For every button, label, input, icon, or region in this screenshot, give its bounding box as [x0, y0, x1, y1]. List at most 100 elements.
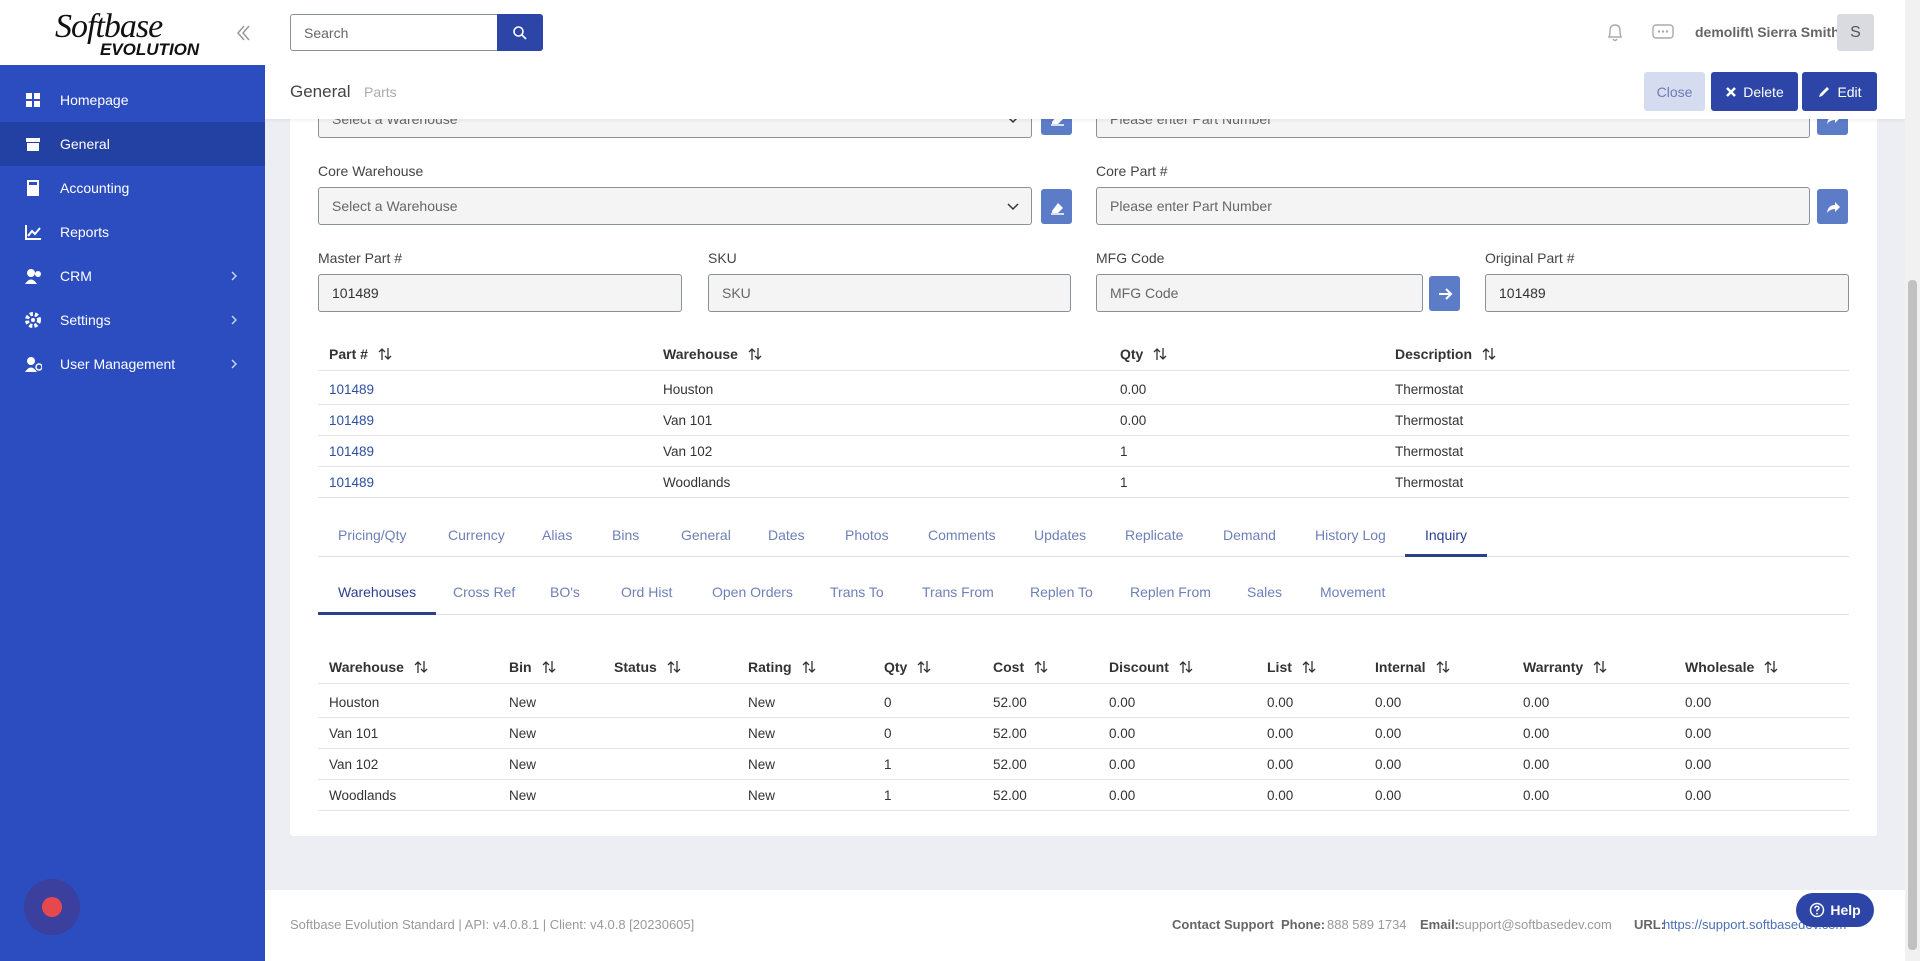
breadcrumb-parent[interactable]: Parts: [364, 84, 397, 100]
nav-item[interactable]: Settings: [0, 298, 265, 342]
sort-icon[interactable]: [542, 660, 556, 674]
scrollbar-thumb[interactable]: [1908, 280, 1917, 950]
table-rule: [318, 435, 1849, 436]
tab[interactable]: Sales: [1247, 584, 1283, 600]
tab[interactable]: Comments: [928, 527, 996, 543]
tab[interactable]: Movement: [1320, 584, 1386, 600]
sort-icon[interactable]: [414, 660, 428, 674]
user-name[interactable]: demolift\ Sierra Smith: [1695, 24, 1840, 40]
table-rule: [318, 748, 1849, 749]
column-header[interactable]: Warranty: [1523, 659, 1584, 675]
tab[interactable]: Dates: [768, 527, 805, 543]
sort-icon[interactable]: [1593, 660, 1607, 674]
help-button[interactable]: Help: [1796, 893, 1874, 927]
tab[interactable]: Ord Hist: [621, 584, 673, 600]
column-header[interactable]: Warehouse: [329, 659, 404, 675]
tab[interactable]: Inquiry: [1425, 527, 1468, 543]
bell-icon[interactable]: [1605, 22, 1625, 44]
nav-item[interactable]: General: [0, 122, 265, 166]
tab[interactable]: Replicate: [1125, 527, 1184, 543]
tab[interactable]: General: [681, 527, 731, 543]
nav-item[interactable]: Reports: [0, 210, 265, 254]
record-button[interactable]: [24, 879, 80, 935]
mfg-code-input[interactable]: MFG Code: [1096, 274, 1423, 312]
original-part-input[interactable]: 101489: [1485, 274, 1849, 312]
sort-icon[interactable]: [748, 347, 762, 361]
core-warehouse-select[interactable]: Select a Warehouse: [318, 187, 1032, 225]
tab[interactable]: Cross Ref: [453, 584, 516, 600]
nav-item[interactable]: Accounting: [0, 166, 265, 210]
tab[interactable]: Open Orders: [712, 584, 793, 600]
column-header[interactable]: Qty: [1120, 346, 1144, 362]
table-cell: 52.00: [993, 788, 1027, 803]
header: Search demolift\ Sierra Smith S: [265, 0, 1905, 66]
delete-button[interactable]: Delete: [1711, 72, 1798, 111]
tab[interactable]: History Log: [1315, 527, 1386, 543]
tab[interactable]: Replen From: [1130, 584, 1211, 600]
sort-icon[interactable]: [1482, 347, 1496, 361]
tab[interactable]: Pricing/Qty: [338, 527, 407, 543]
column-header[interactable]: Qty: [884, 659, 908, 675]
original-part-input-text: 101489: [1499, 285, 1546, 301]
email[interactable]: support@softbasedev.com: [1458, 917, 1612, 932]
sort-icon[interactable]: [1764, 660, 1778, 674]
tab[interactable]: Warehouses: [338, 584, 417, 600]
tab[interactable]: Currency: [448, 527, 505, 543]
tab[interactable]: Bins: [612, 527, 640, 543]
tab[interactable]: Replen To: [1030, 584, 1093, 600]
sort-icon[interactable]: [1153, 347, 1167, 361]
nav-item[interactable]: CRM: [0, 254, 265, 298]
tab[interactable]: Updates: [1034, 527, 1087, 543]
column-header[interactable]: Internal: [1375, 659, 1426, 675]
column-header[interactable]: List: [1267, 659, 1292, 675]
column-header[interactable]: Cost: [993, 659, 1025, 675]
table-cell[interactable]: 101489: [329, 413, 375, 428]
tab[interactable]: Trans To: [830, 584, 884, 600]
table-cell[interactable]: 101489: [329, 382, 375, 397]
collapse-icon[interactable]: [236, 24, 250, 42]
sort-icon[interactable]: [1302, 660, 1316, 674]
table-cell[interactable]: 101489: [329, 475, 375, 490]
table-cell: 0.00: [1523, 726, 1550, 741]
column-header[interactable]: Warehouse: [663, 346, 738, 362]
column-header[interactable]: Bin: [509, 659, 532, 675]
tab[interactable]: Demand: [1223, 527, 1276, 543]
table-cell: 0.00: [1375, 726, 1402, 741]
tab[interactable]: Trans From: [922, 584, 994, 600]
master-part-input[interactable]: 101489: [318, 274, 682, 312]
nav-item[interactable]: Homepage: [0, 78, 265, 122]
tab[interactable]: BO's: [550, 584, 580, 600]
scrollbar[interactable]: [1905, 0, 1920, 961]
table-cell: 0.00: [1685, 695, 1712, 710]
tab[interactable]: Alias: [542, 527, 573, 543]
column-header[interactable]: Part #: [329, 346, 368, 362]
mfg-go-button[interactable]: [1429, 276, 1460, 311]
nav-item[interactable]: User Management: [0, 342, 265, 386]
sort-icon[interactable]: [1436, 660, 1450, 674]
table-cell[interactable]: 101489: [329, 444, 375, 459]
column-header[interactable]: Status: [614, 659, 657, 675]
core-part-input[interactable]: Please enter Part Number: [1096, 187, 1810, 225]
sort-icon[interactable]: [1179, 660, 1193, 674]
go-button[interactable]: [1817, 189, 1848, 224]
column-header[interactable]: Wholesale: [1685, 659, 1755, 675]
sku-input[interactable]: SKU: [708, 274, 1071, 312]
search-button[interactable]: [497, 14, 543, 51]
search-input[interactable]: Search: [290, 14, 500, 51]
close-button[interactable]: Close: [1644, 72, 1705, 111]
column-header[interactable]: Discount: [1109, 659, 1169, 675]
sort-icon[interactable]: [802, 660, 816, 674]
tab[interactable]: Photos: [845, 527, 889, 543]
column-header[interactable]: Description: [1395, 346, 1473, 362]
sort-icon[interactable]: [378, 347, 392, 361]
column-header[interactable]: Rating: [748, 659, 792, 675]
sort-icon[interactable]: [917, 660, 931, 674]
sort-icon[interactable]: [1034, 660, 1048, 674]
sort-icon[interactable]: [667, 660, 681, 674]
chat-icon[interactable]: [1651, 22, 1675, 44]
table-rule: [318, 810, 1849, 811]
clear-button[interactable]: [1041, 189, 1072, 224]
edit-button[interactable]: Edit: [1802, 72, 1877, 111]
avatar[interactable]: S: [1837, 14, 1874, 51]
table-cell: Thermostat: [1395, 444, 1464, 459]
